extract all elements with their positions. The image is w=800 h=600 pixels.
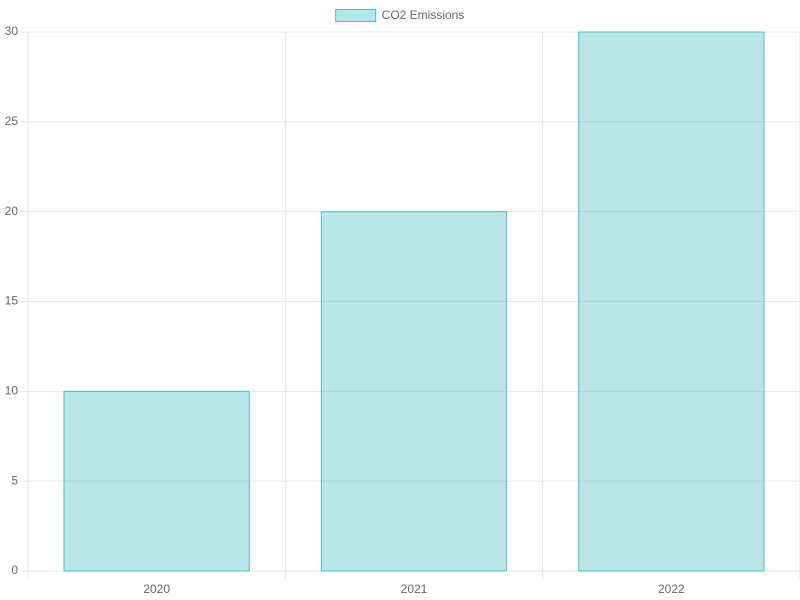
x-tick-label: 2020 xyxy=(143,582,170,596)
y-tick-label: 10 xyxy=(5,384,19,398)
legend-swatch xyxy=(335,9,377,22)
x-tick-label: 2021 xyxy=(401,582,428,596)
legend-label: CO2 Emissions xyxy=(382,8,465,22)
y-tick-label: 15 xyxy=(5,294,19,308)
y-tick-label: 30 xyxy=(5,24,19,38)
bar xyxy=(578,31,765,572)
y-tick-label: 20 xyxy=(5,204,19,218)
y-tick-label: 0 xyxy=(11,563,18,577)
y-tick-label: 25 xyxy=(5,114,19,128)
y-tick-label: 5 xyxy=(11,473,18,487)
bar xyxy=(63,390,250,572)
x-tick-label: 2022 xyxy=(658,582,685,596)
bar xyxy=(320,211,508,572)
